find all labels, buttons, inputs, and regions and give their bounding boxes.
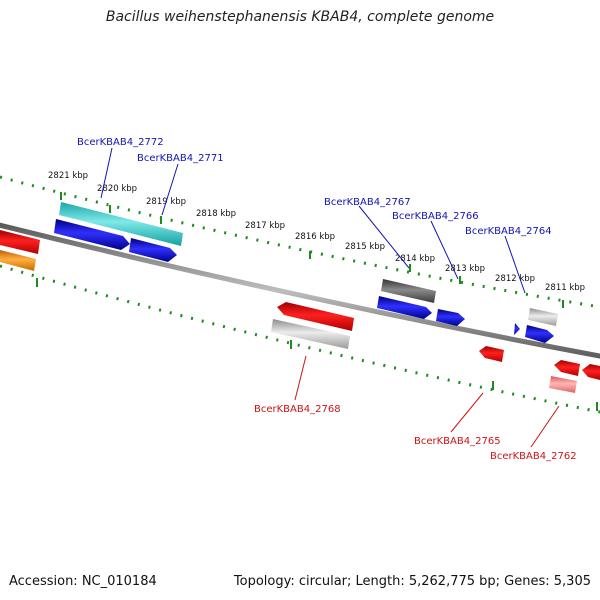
tick-label: 2813 kbp [445,264,485,274]
gene-feature [59,202,183,246]
gene-feature [277,302,354,331]
gene-feature [549,376,577,393]
gene-feature [377,296,432,319]
accession-text: Accession: NC_010184 [9,574,157,589]
gene-label: BcerKBAB4_2771 [137,153,224,164]
major-ticks [36,192,598,411]
tick-label: 2821 kbp [48,171,88,181]
genome-backbone [0,222,600,359]
map-title: Bacillus weihenstephanensis KBAB4, compl… [105,9,495,25]
gene-feature [381,279,436,303]
gene-label: BcerKBAB4_2764 [465,226,552,237]
gene-feature [514,323,520,335]
gene-label: BcerKBAB4_2765 [414,436,501,447]
gene-feature [54,219,130,250]
tick-labels: 2821 kbp 2820 kbp 2819 kbp 2818 kbp 2817… [48,171,585,293]
gene-feature [436,309,465,326]
tick-label: 2812 kbp [495,274,535,284]
tick-label: 2815 kbp [345,242,385,252]
genome-summary-text: Topology: circular; Length: 5,262,775 bp… [233,574,591,589]
tick-label: 2816 kbp [295,232,335,242]
gene-feature [0,250,36,271]
gene-label: BcerKBAB4_2772 [77,137,164,148]
tick-label: 2817 kbp [245,221,285,231]
gene-feature [582,364,600,380]
gene-label: BcerKBAB4_2766 [392,211,479,222]
tick-label: 2811 kbp [545,283,585,293]
gene-feature [525,325,554,343]
gene-feature [271,319,350,349]
gene-label: BcerKBAB4_2767 [324,197,411,208]
gene-features-forward [0,202,558,343]
gene-label: BcerKBAB4_2768 [254,404,341,415]
gene-features-reverse [271,302,600,393]
gene-feature [554,360,580,376]
gene-feature [0,230,40,254]
tick-label: 2818 kbp [196,209,236,219]
gene-feature [528,308,558,326]
outer-tick-track [0,175,600,309]
tick-label: 2814 kbp [395,254,435,264]
gene-label: BcerKBAB4_2762 [490,451,577,462]
gene-labels: BcerKBAB4_2772 BcerKBAB4_2771 BcerKBAB4_… [77,137,577,462]
gene-feature [129,238,177,262]
gene-feature [479,346,504,362]
tick-label: 2820 kbp [97,184,137,194]
label-leaders [100,147,560,448]
